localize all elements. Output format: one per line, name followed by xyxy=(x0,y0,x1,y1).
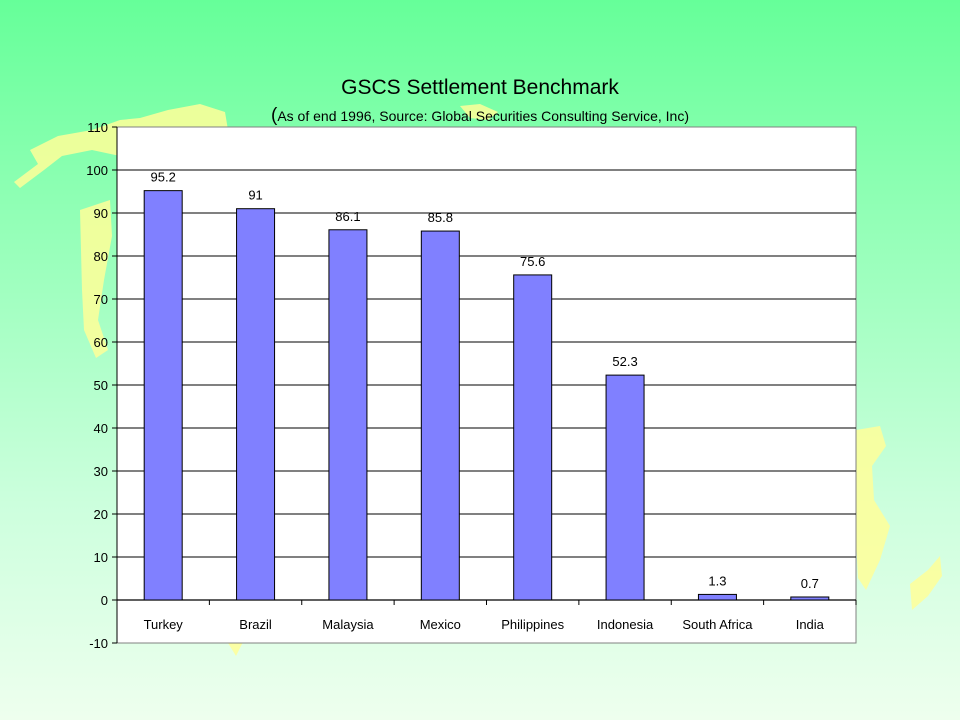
y-tick-label: 40 xyxy=(94,421,108,436)
y-tick-label: 80 xyxy=(94,249,108,264)
category-label: Indonesia xyxy=(597,617,654,632)
data-label: 52.3 xyxy=(612,354,637,369)
bar xyxy=(420,230,460,601)
data-label: 0.7 xyxy=(801,576,819,591)
y-tick-label: 90 xyxy=(94,206,108,221)
y-tick-label: 60 xyxy=(94,335,108,350)
y-tick-label: -10 xyxy=(89,636,108,651)
data-label: 75.6 xyxy=(520,254,545,269)
bar xyxy=(513,274,553,601)
chart-subtitle: (As of end 1996, Source: Global Securiti… xyxy=(271,105,689,126)
data-label: 85.8 xyxy=(428,210,453,225)
category-label: Mexico xyxy=(420,617,461,632)
bar xyxy=(790,596,830,601)
data-label: 1.3 xyxy=(708,573,726,588)
category-label: South Africa xyxy=(682,617,753,632)
category-label: India xyxy=(796,617,825,632)
category-label: Malaysia xyxy=(322,617,374,632)
y-tick-label: 70 xyxy=(94,292,108,307)
y-tick-label: 30 xyxy=(94,464,108,479)
data-label: 86.1 xyxy=(335,209,360,224)
data-label: 95.2 xyxy=(151,170,176,185)
bar xyxy=(328,229,368,601)
category-label: Philippines xyxy=(501,617,564,632)
category-label: Turkey xyxy=(144,617,184,632)
y-tick-label: 0 xyxy=(101,593,108,608)
category-label: Brazil xyxy=(239,617,272,632)
bar xyxy=(697,593,737,601)
y-tick-label: 20 xyxy=(94,507,108,522)
y-tick-label: 50 xyxy=(94,378,108,393)
chart-title: GSCS Settlement Benchmark xyxy=(341,76,619,99)
data-label: 91 xyxy=(248,188,262,203)
bar xyxy=(143,190,183,601)
bar xyxy=(605,374,645,601)
chart-subtitle-text: As of end 1996, Source: Global Securitie… xyxy=(277,108,685,124)
bar xyxy=(236,208,276,601)
y-tick-label: 10 xyxy=(94,550,108,565)
y-tick-label: 110 xyxy=(87,120,108,135)
y-tick-label: 100 xyxy=(86,163,108,178)
